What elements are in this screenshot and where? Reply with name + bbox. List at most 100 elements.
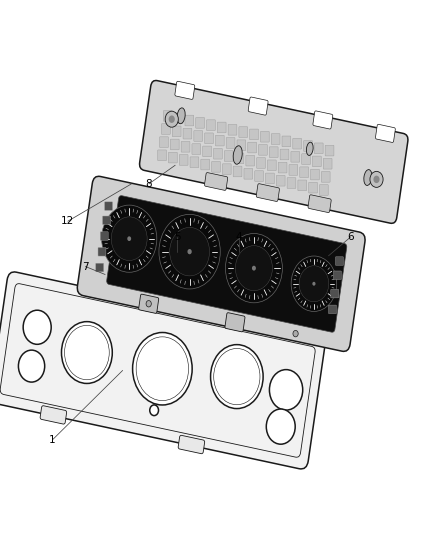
FancyBboxPatch shape bbox=[276, 175, 285, 186]
FancyBboxPatch shape bbox=[96, 263, 104, 272]
FancyBboxPatch shape bbox=[258, 144, 267, 155]
FancyBboxPatch shape bbox=[325, 146, 334, 156]
FancyBboxPatch shape bbox=[268, 160, 276, 171]
FancyBboxPatch shape bbox=[300, 167, 308, 177]
FancyBboxPatch shape bbox=[265, 173, 274, 184]
FancyBboxPatch shape bbox=[139, 294, 159, 313]
FancyBboxPatch shape bbox=[190, 157, 199, 167]
Ellipse shape bbox=[307, 142, 313, 156]
FancyBboxPatch shape bbox=[333, 271, 341, 279]
Circle shape bbox=[111, 217, 147, 261]
Ellipse shape bbox=[177, 108, 185, 124]
Circle shape bbox=[146, 301, 151, 307]
FancyBboxPatch shape bbox=[302, 154, 311, 165]
FancyBboxPatch shape bbox=[331, 289, 339, 298]
FancyBboxPatch shape bbox=[298, 180, 307, 191]
Circle shape bbox=[169, 116, 175, 123]
Circle shape bbox=[61, 321, 112, 383]
FancyBboxPatch shape bbox=[107, 196, 347, 332]
Circle shape bbox=[370, 172, 383, 188]
FancyBboxPatch shape bbox=[244, 168, 253, 179]
FancyBboxPatch shape bbox=[98, 247, 106, 256]
Circle shape bbox=[165, 111, 178, 127]
FancyBboxPatch shape bbox=[321, 172, 330, 182]
FancyBboxPatch shape bbox=[239, 127, 247, 138]
FancyBboxPatch shape bbox=[105, 202, 113, 211]
FancyBboxPatch shape bbox=[235, 153, 244, 164]
FancyBboxPatch shape bbox=[0, 272, 325, 469]
FancyBboxPatch shape bbox=[212, 161, 220, 172]
FancyBboxPatch shape bbox=[233, 166, 242, 177]
FancyBboxPatch shape bbox=[256, 184, 279, 201]
FancyBboxPatch shape bbox=[217, 122, 226, 133]
FancyBboxPatch shape bbox=[336, 257, 343, 265]
FancyBboxPatch shape bbox=[225, 313, 245, 332]
FancyBboxPatch shape bbox=[179, 155, 188, 165]
Circle shape bbox=[226, 233, 283, 303]
Text: 1: 1 bbox=[49, 435, 56, 445]
FancyBboxPatch shape bbox=[224, 151, 233, 161]
FancyBboxPatch shape bbox=[287, 177, 296, 188]
Circle shape bbox=[159, 214, 220, 289]
FancyBboxPatch shape bbox=[248, 97, 268, 115]
FancyBboxPatch shape bbox=[194, 131, 203, 141]
FancyBboxPatch shape bbox=[278, 162, 287, 173]
Circle shape bbox=[293, 330, 298, 337]
FancyBboxPatch shape bbox=[100, 232, 108, 240]
Circle shape bbox=[127, 236, 131, 241]
Circle shape bbox=[291, 256, 337, 311]
Circle shape bbox=[299, 266, 329, 302]
FancyBboxPatch shape bbox=[248, 142, 257, 153]
Circle shape bbox=[133, 333, 192, 405]
Circle shape bbox=[252, 266, 256, 271]
FancyBboxPatch shape bbox=[175, 81, 195, 99]
FancyBboxPatch shape bbox=[291, 151, 300, 162]
Circle shape bbox=[374, 176, 380, 183]
Circle shape bbox=[312, 282, 315, 286]
FancyBboxPatch shape bbox=[203, 146, 212, 157]
FancyBboxPatch shape bbox=[40, 406, 67, 424]
FancyBboxPatch shape bbox=[250, 129, 258, 140]
FancyBboxPatch shape bbox=[304, 141, 312, 151]
Ellipse shape bbox=[364, 169, 372, 185]
FancyBboxPatch shape bbox=[159, 137, 168, 148]
Circle shape bbox=[211, 345, 263, 409]
Text: 6: 6 bbox=[347, 232, 354, 242]
Circle shape bbox=[18, 350, 45, 382]
FancyBboxPatch shape bbox=[207, 120, 215, 131]
FancyBboxPatch shape bbox=[280, 149, 289, 160]
FancyBboxPatch shape bbox=[213, 148, 222, 159]
FancyBboxPatch shape bbox=[205, 173, 228, 190]
FancyBboxPatch shape bbox=[77, 176, 365, 351]
FancyBboxPatch shape bbox=[257, 158, 265, 168]
FancyBboxPatch shape bbox=[215, 135, 224, 146]
FancyBboxPatch shape bbox=[255, 171, 264, 181]
FancyBboxPatch shape bbox=[163, 110, 172, 121]
FancyBboxPatch shape bbox=[181, 141, 190, 152]
FancyBboxPatch shape bbox=[170, 139, 179, 150]
FancyBboxPatch shape bbox=[140, 80, 408, 223]
FancyBboxPatch shape bbox=[375, 124, 396, 142]
FancyBboxPatch shape bbox=[102, 216, 110, 224]
FancyBboxPatch shape bbox=[246, 155, 254, 166]
FancyBboxPatch shape bbox=[328, 305, 336, 313]
Circle shape bbox=[235, 246, 272, 290]
FancyBboxPatch shape bbox=[313, 111, 333, 129]
Circle shape bbox=[269, 369, 303, 410]
FancyBboxPatch shape bbox=[174, 113, 183, 124]
FancyBboxPatch shape bbox=[282, 136, 291, 147]
FancyBboxPatch shape bbox=[289, 165, 298, 175]
Text: 12: 12 bbox=[61, 216, 74, 226]
Circle shape bbox=[187, 249, 192, 254]
FancyBboxPatch shape bbox=[319, 184, 328, 195]
FancyBboxPatch shape bbox=[169, 152, 177, 163]
Circle shape bbox=[102, 205, 157, 272]
Text: 4: 4 bbox=[235, 232, 242, 242]
Text: 7: 7 bbox=[82, 262, 89, 271]
FancyBboxPatch shape bbox=[271, 134, 280, 144]
FancyBboxPatch shape bbox=[311, 169, 319, 180]
FancyBboxPatch shape bbox=[178, 435, 205, 454]
FancyBboxPatch shape bbox=[309, 182, 318, 193]
FancyBboxPatch shape bbox=[269, 147, 278, 157]
Circle shape bbox=[23, 310, 51, 344]
